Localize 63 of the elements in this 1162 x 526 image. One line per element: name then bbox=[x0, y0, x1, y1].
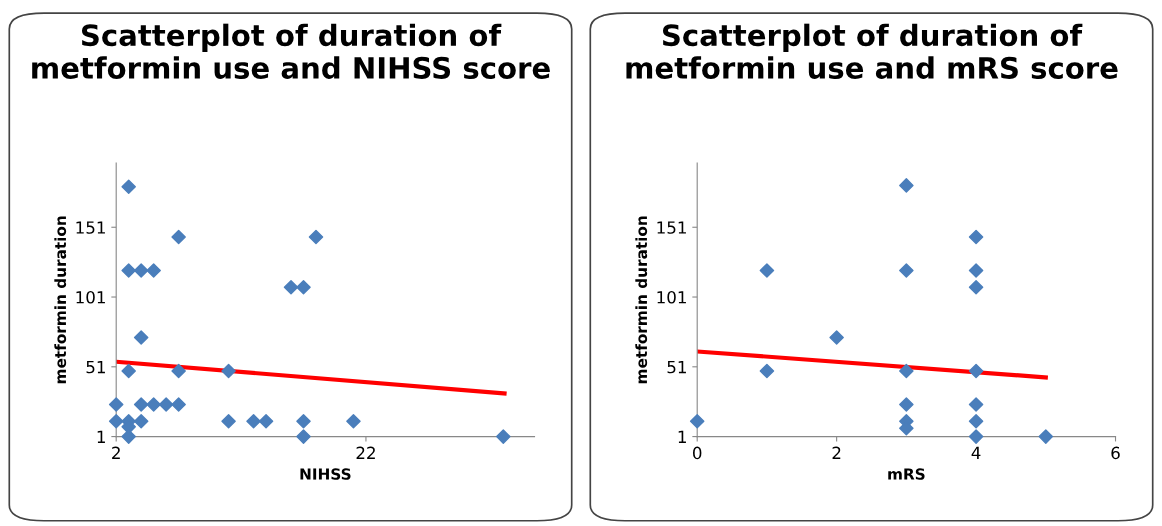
y-tick-label: 51 bbox=[86, 360, 105, 374]
point bbox=[496, 429, 511, 444]
point bbox=[899, 178, 914, 193]
y-tick-label: 101 bbox=[657, 290, 686, 304]
point bbox=[346, 413, 361, 429]
x-tick-label: 2 bbox=[112, 446, 120, 459]
point bbox=[158, 397, 174, 412]
x-tick-label: 2 bbox=[832, 446, 841, 459]
point bbox=[121, 179, 136, 195]
point bbox=[133, 330, 149, 345]
point bbox=[968, 397, 984, 412]
x-axis-title: mRS bbox=[888, 468, 925, 480]
point bbox=[221, 363, 236, 379]
y-tick-label: 51 bbox=[667, 360, 686, 374]
point bbox=[759, 363, 775, 379]
x-tick-label: 22 bbox=[356, 446, 375, 459]
y-axis-title: metformin duration bbox=[54, 216, 67, 384]
y-tick-label: 1 bbox=[678, 430, 686, 443]
point bbox=[108, 413, 124, 429]
chart-title: Scatterplot of duration of metformin use and NIHSS score bbox=[32, 23, 550, 79]
y-axis-title: metformin duration bbox=[635, 216, 648, 384]
point bbox=[133, 397, 149, 412]
point bbox=[171, 229, 186, 245]
x-axis-title: NIHSS bbox=[300, 468, 351, 480]
point bbox=[133, 413, 149, 429]
point bbox=[759, 263, 775, 278]
point bbox=[899, 397, 914, 412]
point bbox=[296, 279, 311, 295]
point bbox=[171, 363, 186, 379]
chart-title: Scatterplot of duration of metformin use and mRS score bbox=[626, 23, 1118, 79]
y-tick-label: 101 bbox=[76, 290, 105, 304]
y-tick-label: 1 bbox=[97, 430, 105, 443]
point bbox=[133, 263, 149, 278]
point bbox=[899, 263, 914, 278]
point bbox=[968, 279, 984, 295]
point bbox=[121, 263, 136, 278]
point bbox=[146, 263, 161, 278]
point bbox=[121, 363, 136, 379]
point bbox=[283, 279, 299, 295]
point bbox=[968, 229, 984, 245]
point bbox=[296, 413, 311, 429]
point bbox=[968, 363, 984, 379]
point bbox=[968, 263, 984, 278]
point bbox=[296, 429, 311, 444]
point bbox=[829, 330, 844, 345]
point bbox=[246, 413, 261, 429]
point bbox=[968, 413, 984, 429]
point bbox=[968, 429, 984, 444]
point bbox=[121, 429, 136, 444]
point bbox=[221, 413, 236, 429]
point bbox=[308, 229, 324, 245]
point bbox=[899, 363, 914, 379]
point bbox=[258, 413, 274, 429]
point bbox=[108, 397, 124, 412]
point bbox=[171, 397, 186, 412]
x-tick-label: 4 bbox=[971, 446, 981, 459]
y-tick-label: 151 bbox=[76, 221, 105, 234]
point bbox=[1038, 429, 1054, 444]
point bbox=[689, 413, 705, 429]
x-tick-label: 6 bbox=[1111, 446, 1120, 460]
x-tick-label: 0 bbox=[693, 446, 702, 460]
y-tick-label: 151 bbox=[657, 221, 686, 234]
point bbox=[146, 397, 161, 412]
